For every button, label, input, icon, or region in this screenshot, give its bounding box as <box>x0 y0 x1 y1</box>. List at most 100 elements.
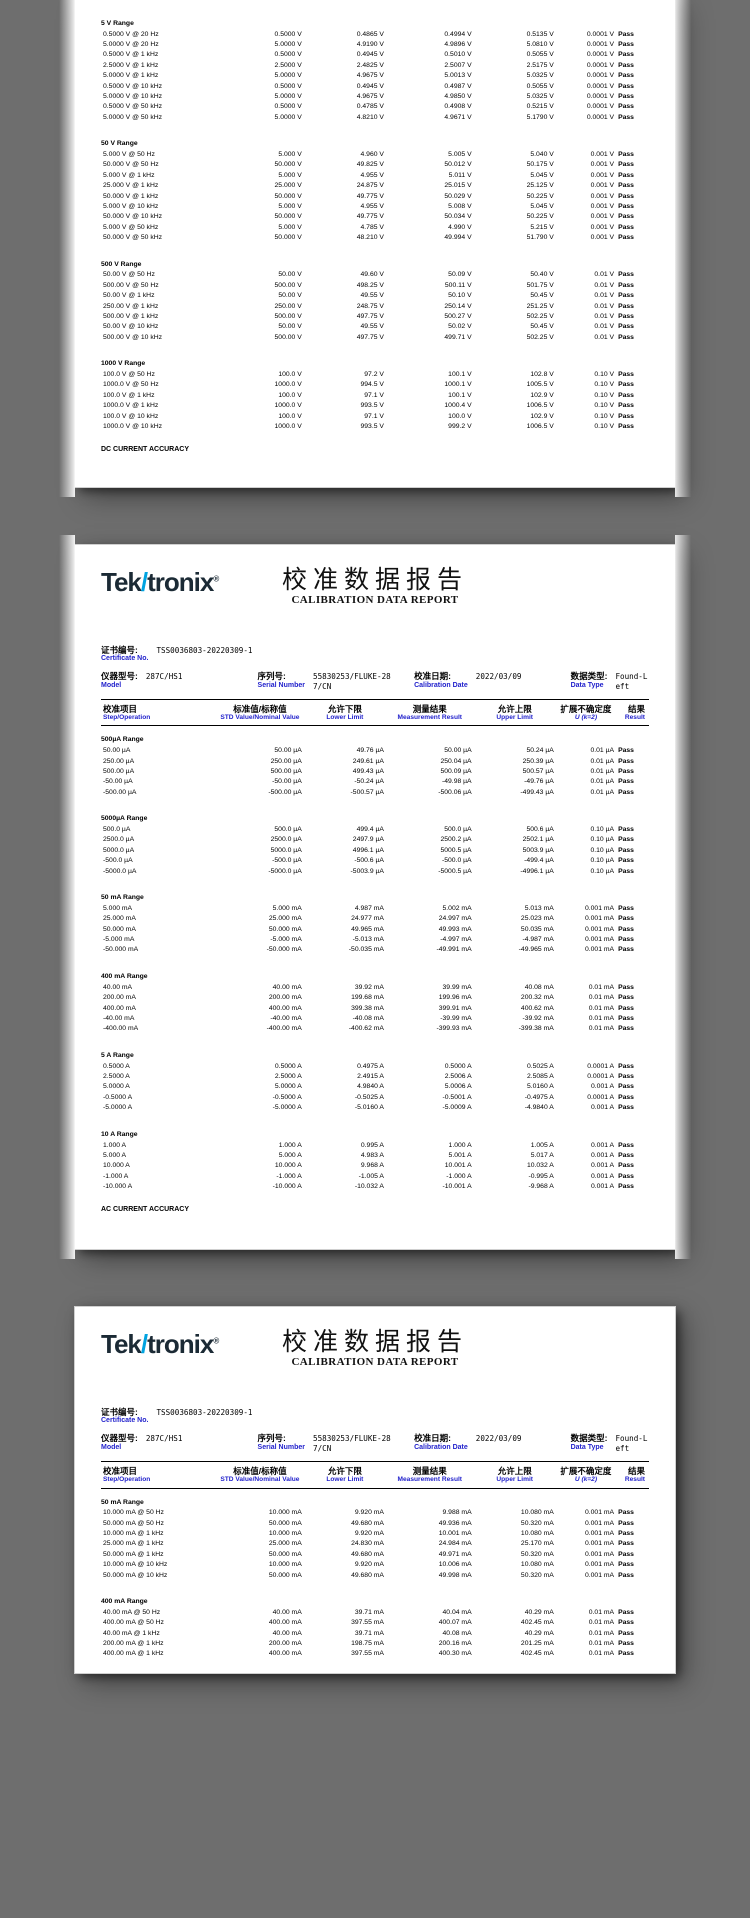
cell-col-6: 0.10 µA <box>590 857 615 865</box>
cell-result: Pass <box>618 391 634 399</box>
cell-col-3: 4.9190 V <box>356 41 384 49</box>
cell-col-2: -10.000 A <box>272 1183 302 1191</box>
cell-col-1: 5.000 mA <box>103 904 133 912</box>
cell-result: Pass <box>618 904 634 912</box>
table-row: 400.00 mA @ 1 kHz 400.00 mA 397.55 mA 400.3… <box>101 1649 649 1659</box>
cell-col-3: 0.995 A <box>360 1141 384 1149</box>
range-heading-row: 400 mA Range <box>101 963 649 982</box>
cell-col-6: 0.01 V <box>594 323 615 331</box>
cell-col-5: -499.4 µA <box>524 857 554 865</box>
cell-col-4: 50.10 V <box>448 292 472 300</box>
cell-result: Pass <box>618 778 634 786</box>
table-row: 500.00 V @ 10 kHz 500.00 V 497.75 V 499.71 … <box>101 332 649 342</box>
cell-col-4: 1.000 A <box>448 1141 472 1149</box>
cell-col-1: -500.00 µA <box>103 788 137 796</box>
cell-col-5: 50.45 V <box>530 323 554 331</box>
cell-col-2: 200.00 mA <box>268 994 302 1002</box>
table-row: 50.00 V @ 50 Hz 50.00 V 49.60 V 50.09 V 50.4… <box>101 270 649 280</box>
cell-col-1: 10.000 mA @ 50 Hz <box>103 1509 164 1517</box>
spacer-row <box>101 876 649 884</box>
table-row: -0.5000 A -0.5000 A -0.5025 A -0.5001 A -0.4… <box>101 1092 649 1102</box>
range-heading-row: 50 mA Range <box>101 1488 649 1508</box>
column-header-label-en: Measurement Result <box>397 1476 463 1483</box>
cell-col-5: 50.320 mA <box>520 1519 554 1527</box>
cell-col-6: 0.10 V <box>594 422 615 430</box>
cell-result: Pass <box>618 223 634 231</box>
label-datatype-en-p3: Data Type <box>570 1443 604 1451</box>
cell-col-1: 500.00 µA <box>103 767 135 775</box>
table-row: 2500.0 µA 2500.0 µA 2497.9 µA 2500.2 µA 2502… <box>101 835 649 845</box>
cell-col-2: -400.00 mA <box>266 1025 302 1033</box>
cell-result: Pass <box>618 161 634 169</box>
cell-result: Pass <box>618 113 634 121</box>
cell-col-3: 9.968 A <box>360 1162 384 1170</box>
cell-col-2: 0.5000 V <box>274 51 302 59</box>
cell-col-6: 0.001 A <box>591 1104 615 1112</box>
cell-col-5: 25.023 mA <box>520 915 554 923</box>
column-header-4: 测量结果 Measurement Result <box>385 1460 474 1489</box>
table-row: -5.0000 A -5.0000 A -5.0160 A -5.0009 A -4.9… <box>101 1102 649 1112</box>
cell-col-2: -50.00 µA <box>272 778 302 786</box>
label-certificate-en: Certificate No. <box>101 655 149 663</box>
cell-result: Pass <box>618 1650 634 1658</box>
cell-col-3: 9.920 mA <box>354 1509 384 1517</box>
cell-col-2: -5.0000 A <box>272 1104 302 1112</box>
table-row: -5000.0 µA -5000.0 µA -5003.9 µA -5000.5 µA… <box>101 866 649 876</box>
table-row: 0.5000 V @ 1 kHz 0.5000 V 0.4945 V 0.5010 V… <box>101 50 649 60</box>
table-row: 50.000 mA @ 10 kHz 50.000 mA 49.680 mA 49.9… <box>101 1570 649 1580</box>
cell-col-1: 1000.0 V @ 10 kHz <box>103 422 163 430</box>
column-header-label-en: Lower Limit <box>326 713 364 721</box>
cell-result: Pass <box>618 151 634 159</box>
range-heading-row: 5 V Range <box>101 10 649 29</box>
cell-col-2: 10.000 mA <box>268 1509 302 1517</box>
cell-col-4: 49.994 V <box>444 234 472 242</box>
cell-result: Pass <box>618 82 634 90</box>
cell-col-5: 50.225 V <box>526 213 554 221</box>
column-header-label-cn: 标准值/标称值 <box>233 703 287 714</box>
cell-col-3: 0.4785 V <box>356 103 384 111</box>
cell-col-6: 0.001 V <box>590 161 615 169</box>
cell-col-1: 50.000 mA @ 50 Hz <box>103 1519 164 1527</box>
cell-col-1: 5.000 A <box>103 1151 127 1159</box>
cell-col-4: 49.993 mA <box>438 925 472 933</box>
table-body-page-1: 5 V Range 0.5000 V @ 20 Hz 0.5000 V 0.4865 … <box>101 10 649 432</box>
column-header-label-en: STD Value/Nominal Value <box>220 713 300 721</box>
cell-col-3: 24.875 V <box>356 182 384 190</box>
cell-col-1: 50.00 µA <box>103 747 131 755</box>
cell-col-1: 25.000 mA @ 1 kHz <box>103 1540 164 1548</box>
cell-col-5: 10.080 mA <box>520 1509 554 1517</box>
range-heading-label: 50 mA Range <box>101 1498 144 1506</box>
table-row: 5.000 V @ 10 kHz 5.000 V 4.955 V 5.008 V 5.0… <box>101 201 649 211</box>
cell-col-3: 4.960 V <box>360 151 384 159</box>
cell-result: Pass <box>618 767 634 775</box>
table-row: 10.000 A 10.000 A 9.968 A 10.001 A 10.032 A 0… <box>101 1161 649 1171</box>
cell-col-6: 0.01 mA <box>588 983 615 991</box>
cell-col-4: 1000.4 V <box>444 402 472 410</box>
meta-cell-datatype-p3: 数据类型: Data Type Found-Left <box>571 1433 649 1454</box>
cell-col-1: 500.00 V @ 1 kHz <box>103 312 159 320</box>
cell-col-4: 0.4994 V <box>444 30 472 38</box>
cell-col-1: 0.5000 V @ 1 kHz <box>103 51 159 59</box>
cell-col-2: -50.000 mA <box>266 946 302 954</box>
table-row: 50.00 V @ 10 kHz 50.00 V 49.55 V 50.02 V 50.… <box>101 322 649 332</box>
cell-col-2: 200.00 mA <box>268 1640 302 1647</box>
cell-col-3: 499.4 µA <box>356 826 384 834</box>
cell-col-4: 9.988 mA <box>442 1509 472 1517</box>
table-row: 50.000 mA @ 1 kHz 50.000 mA 49.680 mA 49.97… <box>101 1549 649 1559</box>
cell-col-6: 0.001 V <box>590 213 615 221</box>
range-heading-label: 5 V Range <box>101 20 134 27</box>
cell-col-4: 5.001 A <box>448 1151 472 1159</box>
cell-result: Pass <box>618 92 634 100</box>
table-row: 25.000 mA 25.000 mA 24.977 mA 24.997 mA 25.0… <box>101 914 649 924</box>
table-row: 5.000 V @ 1 kHz 5.000 V 4.955 V 5.011 V 5.04… <box>101 170 649 180</box>
cell-result: Pass <box>618 1172 634 1180</box>
cell-col-6: 0.001 V <box>590 151 615 159</box>
column-header-6: 扩展不确定度 U (k=2) <box>555 698 617 727</box>
cell-col-6: 0.001 V <box>590 202 615 210</box>
cell-result: Pass <box>618 41 634 49</box>
table-row: 5.000 V @ 50 Hz 5.000 V 4.960 V 5.005 V 5.04… <box>101 149 649 159</box>
cell-col-3: 497.75 V <box>356 312 384 320</box>
cell-col-1: 500.00 V @ 50 Hz <box>103 281 159 289</box>
cell-col-5: 40.29 mA <box>524 1629 554 1637</box>
table-row: 5.000 V @ 50 kHz 5.000 V 4.785 V 4.990 V 5.2… <box>101 222 649 232</box>
